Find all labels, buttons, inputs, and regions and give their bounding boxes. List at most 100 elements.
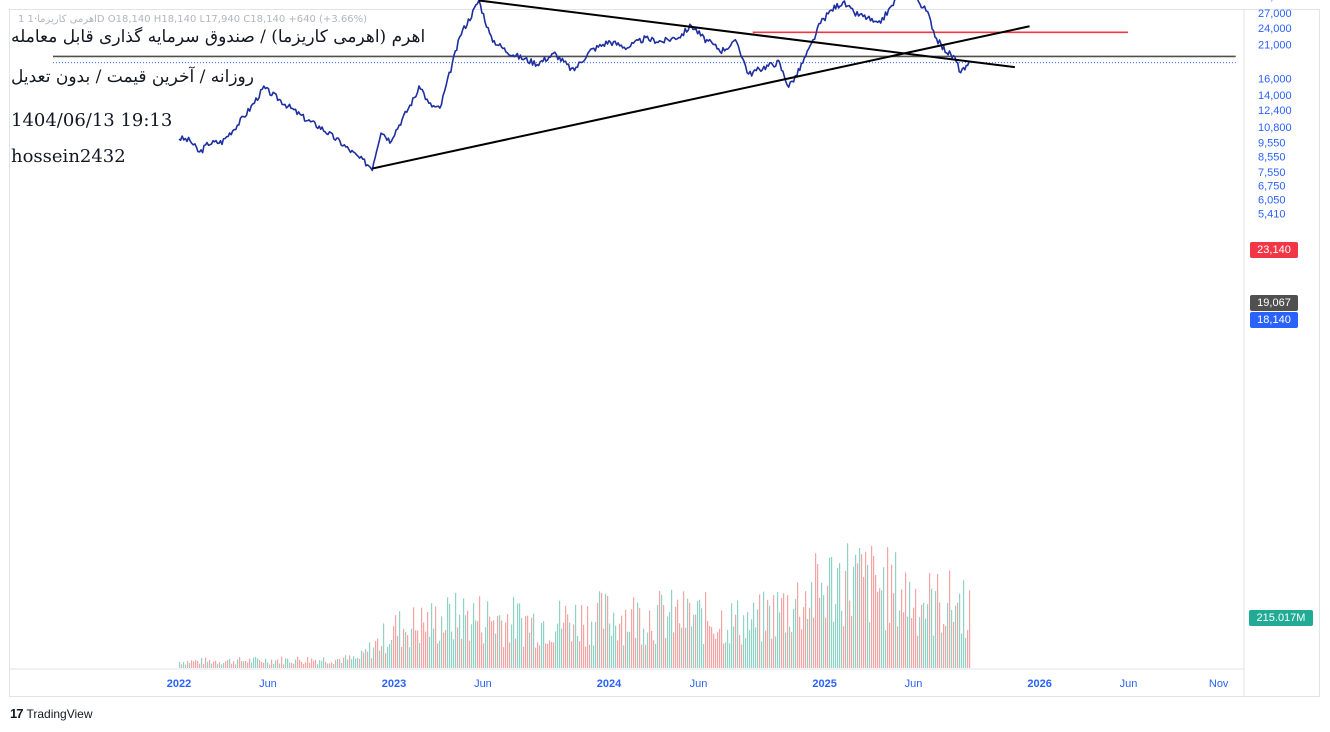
volume-bar: [871, 545, 873, 668]
volume-bar: [667, 616, 669, 668]
volume-bar: [695, 614, 697, 668]
volume-bar: [301, 661, 303, 668]
volume-bar: [619, 623, 621, 668]
volume-bar: [907, 616, 909, 668]
volume-bar: [189, 663, 191, 668]
volume-bar: [643, 628, 645, 668]
volume-bar: [479, 596, 481, 668]
volume-bar: [779, 612, 781, 668]
volume-bar: [723, 643, 725, 668]
volume-bar: [299, 659, 301, 668]
volume-bar: [947, 603, 949, 668]
volume-bar: [501, 620, 503, 668]
volume-bar: [745, 638, 747, 668]
volume-bar: [567, 614, 569, 668]
volume-bar: [961, 633, 963, 668]
volume-bar: [529, 632, 531, 668]
volume-bar: [635, 637, 637, 668]
volume-bar: [661, 594, 663, 668]
volume-bar: [941, 632, 943, 668]
volume-bar: [293, 663, 295, 668]
volume-bar: [727, 630, 729, 668]
volume-bar: [651, 630, 653, 668]
volume-bar: [483, 643, 485, 668]
volume-bar: [739, 635, 741, 668]
volume-bar: [889, 622, 891, 668]
volume-bar: [795, 599, 797, 668]
volume-bar: [185, 664, 187, 668]
volume-bar: [855, 554, 857, 668]
volume-bar: [703, 644, 705, 668]
volume-bar: [949, 570, 951, 668]
y-tick-label: 16,000: [1258, 73, 1292, 85]
volume-bar: [681, 627, 683, 668]
volume-bar: [511, 624, 513, 668]
volume-bar: [379, 650, 381, 668]
volume-bar: [815, 553, 817, 668]
volume-bar: [939, 602, 941, 668]
x-tick-label: 2026: [1027, 678, 1051, 690]
volume-bar: [377, 638, 379, 668]
volume-bar: [225, 661, 227, 668]
volume-bar: [205, 657, 207, 668]
footer-branding[interactable]: 17 TradingView: [10, 706, 93, 721]
volume-bar: [957, 602, 959, 668]
volume-bar: [505, 622, 507, 668]
volume-bar: [417, 630, 419, 668]
y-tick-label: 14,000: [1258, 90, 1292, 102]
volume-bar: [249, 658, 251, 668]
volume-bar: [849, 600, 851, 668]
volume-bar: [289, 662, 291, 668]
volume-bar: [253, 657, 255, 668]
volume-bar: [473, 603, 475, 668]
volume-bar: [865, 551, 867, 668]
brand-name: TradingView: [26, 706, 93, 721]
volume-bar: [799, 616, 801, 668]
volume-bar: [261, 661, 263, 668]
volume-bar: [519, 603, 521, 668]
volume-bar: [197, 660, 199, 668]
volume-bar: [919, 617, 921, 668]
volume-bar: [629, 631, 631, 668]
volume-bar: [781, 598, 783, 668]
volume-bar: [747, 611, 749, 668]
volume-bar: [383, 623, 385, 668]
volume-bar: [211, 663, 213, 668]
y-tick-label: 21,000: [1258, 39, 1292, 51]
volume-bar: [717, 632, 719, 668]
volume-bar: [335, 659, 337, 668]
volume-bar: [361, 650, 363, 668]
volume-bar: [387, 646, 389, 668]
volume-bar: [753, 602, 755, 668]
volume-bar: [627, 631, 629, 668]
volume-bar: [663, 605, 665, 668]
volume-bar: [429, 636, 431, 668]
volume-bar: [917, 635, 919, 668]
volume-bar: [413, 607, 415, 668]
volume-bar: [791, 631, 793, 668]
volume-bar: [181, 664, 183, 668]
volume-bar: [617, 640, 619, 668]
volume-bar: [497, 615, 499, 668]
chart-frame[interactable]: [9, 9, 1320, 697]
volume-bar: [239, 657, 241, 668]
volume-bar: [209, 659, 211, 668]
x-tick-label: Nov: [1209, 678, 1229, 690]
y-tick-label: 24,000: [1258, 23, 1292, 35]
volume-bar: [537, 642, 539, 668]
volume-bar: [641, 644, 643, 668]
volume-bar: [453, 639, 455, 668]
volume-bar: [541, 623, 543, 668]
volume-bar: [571, 641, 573, 668]
volume-bar: [331, 662, 333, 668]
volume-bar: [655, 643, 657, 668]
volume-bar: [427, 612, 429, 668]
volume-bar: [521, 618, 523, 668]
volume-bar: [763, 591, 765, 668]
volume-bar: [877, 591, 879, 668]
volume-bar: [757, 609, 759, 668]
volume-bar: [851, 615, 853, 668]
volume-bar: [743, 615, 745, 668]
volume-bar: [423, 622, 425, 668]
